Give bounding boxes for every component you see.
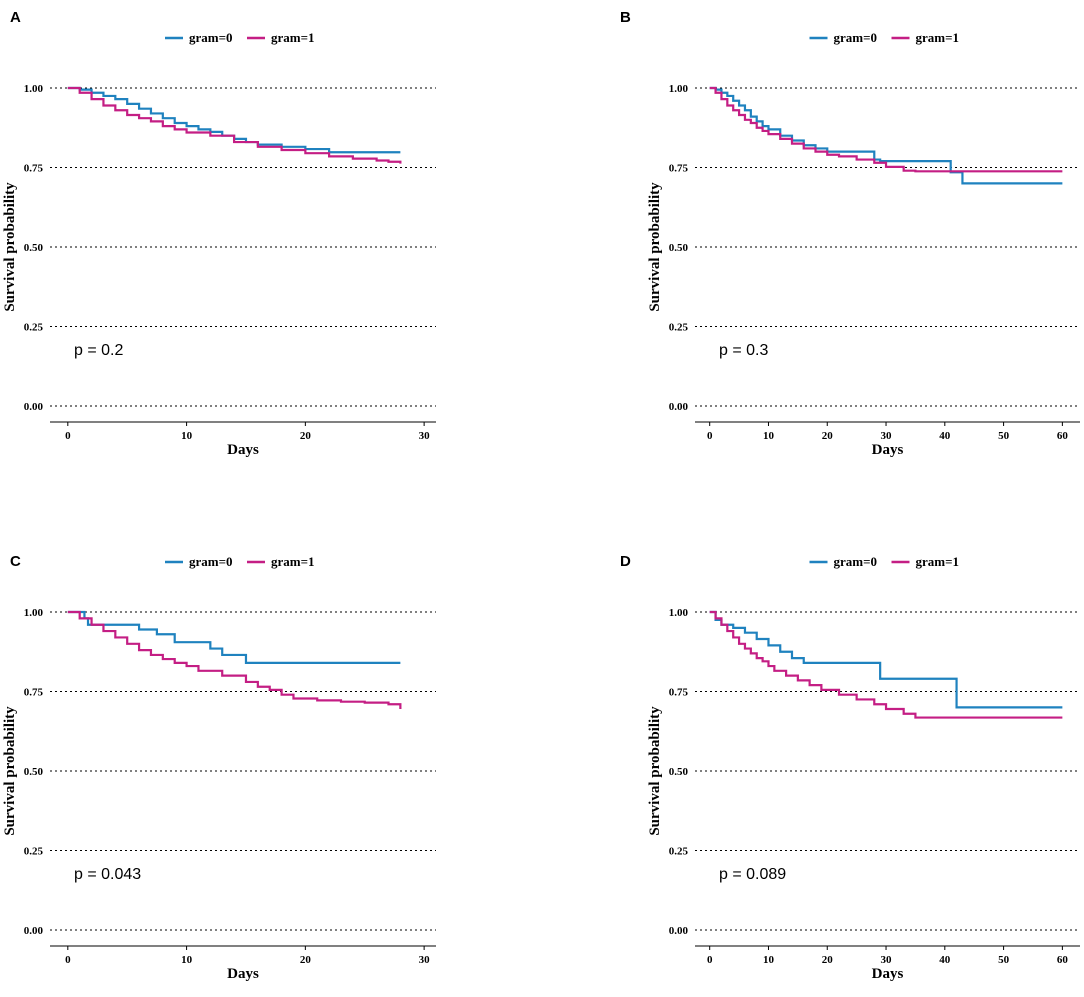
p-value: p = 0.089 bbox=[719, 866, 786, 883]
x-tick-label: 10 bbox=[763, 954, 775, 966]
legend-label: gram=0 bbox=[834, 554, 878, 569]
series-gram=1 bbox=[709, 86, 1063, 173]
y-tick-label: 0.75 bbox=[24, 687, 44, 699]
y-tick-label: 0.25 bbox=[24, 846, 44, 858]
series-gram=1 bbox=[709, 610, 1063, 719]
x-tick-label: 0 bbox=[65, 430, 71, 442]
y-tick-label: 0.00 bbox=[669, 925, 689, 937]
x-tick-label: 20 bbox=[822, 954, 834, 966]
y-tick-label: 1.00 bbox=[669, 607, 689, 619]
y-tick-label: 0.25 bbox=[669, 322, 689, 334]
y-tick-label: 0.50 bbox=[669, 242, 689, 254]
x-tick-label: 40 bbox=[939, 430, 951, 442]
y-tick-label: 0.50 bbox=[24, 242, 44, 254]
y-tick-label: 0.00 bbox=[669, 401, 689, 413]
legend-label: gram=0 bbox=[189, 30, 233, 45]
panel-label: B bbox=[620, 9, 631, 26]
x-tick-label: 60 bbox=[1057, 954, 1069, 966]
legend-label: gram=1 bbox=[271, 30, 315, 45]
legend: gram=0 gram=1 bbox=[809, 554, 960, 569]
y-tick-label: 0.00 bbox=[24, 925, 44, 937]
x-tick-label: 0 bbox=[65, 954, 71, 966]
panel-label: A bbox=[10, 9, 21, 26]
x-tick-label: 10 bbox=[181, 430, 193, 442]
y-tick-label: 1.00 bbox=[24, 607, 44, 619]
legend-label: gram=1 bbox=[916, 554, 960, 569]
p-value: p = 0.043 bbox=[74, 866, 141, 883]
legend: gram=0 gram=1 bbox=[809, 30, 960, 45]
x-axis-title: Days bbox=[227, 442, 259, 458]
y-axis-title: Survival probability bbox=[2, 706, 18, 836]
x-tick-label: 40 bbox=[939, 954, 951, 966]
x-tick-label: 10 bbox=[763, 430, 775, 442]
legend-label: gram=0 bbox=[834, 30, 878, 45]
y-axis-title: Survival probability bbox=[647, 706, 663, 836]
x-tick-label: 50 bbox=[998, 954, 1010, 966]
y-tick-label: 0.25 bbox=[669, 846, 689, 858]
x-tick-label: 20 bbox=[822, 430, 834, 442]
x-tick-label: 0 bbox=[707, 954, 713, 966]
p-value: p = 0.2 bbox=[74, 342, 123, 359]
x-axis-title: Days bbox=[872, 442, 904, 458]
y-tick-label: 0.75 bbox=[669, 687, 689, 699]
y-tick-label: 0.50 bbox=[24, 766, 44, 778]
y-tick-label: 0.75 bbox=[24, 163, 44, 175]
x-tick-label: 0 bbox=[707, 430, 713, 442]
y-tick-label: 0.25 bbox=[24, 322, 44, 334]
legend: gram=0 gram=1 bbox=[165, 30, 315, 45]
x-tick-label: 30 bbox=[419, 430, 431, 442]
series-gram=0 bbox=[67, 86, 401, 154]
panel-label: D bbox=[620, 553, 631, 570]
y-axis-title: Survival probability bbox=[647, 182, 663, 312]
x-axis-title: Days bbox=[872, 966, 904, 982]
legend-label: gram=1 bbox=[916, 30, 960, 45]
legend-label: gram=1 bbox=[271, 554, 315, 569]
x-tick-label: 20 bbox=[300, 954, 312, 966]
series-gram=1 bbox=[67, 86, 402, 164]
x-tick-label: 50 bbox=[998, 430, 1010, 442]
x-tick-label: 60 bbox=[1057, 430, 1069, 442]
x-tick-label: 30 bbox=[881, 954, 893, 966]
x-tick-label: 10 bbox=[181, 954, 193, 966]
panel-label: C bbox=[10, 553, 21, 570]
x-tick-label: 30 bbox=[419, 954, 431, 966]
x-tick-label: 30 bbox=[881, 430, 893, 442]
legend-label: gram=0 bbox=[189, 554, 233, 569]
x-tick-label: 20 bbox=[300, 430, 312, 442]
p-value: p = 0.3 bbox=[719, 342, 768, 359]
y-tick-label: 1.00 bbox=[669, 83, 689, 95]
y-tick-label: 0.00 bbox=[24, 401, 44, 413]
y-axis-title: Survival probability bbox=[2, 182, 18, 312]
y-tick-label: 0.75 bbox=[669, 163, 689, 175]
x-axis-title: Days bbox=[227, 966, 259, 982]
y-tick-label: 0.50 bbox=[669, 766, 689, 778]
series-gram=1 bbox=[67, 610, 402, 709]
series-gram=0 bbox=[709, 86, 1063, 185]
y-tick-label: 1.00 bbox=[24, 83, 44, 95]
legend: gram=0 gram=1 bbox=[165, 554, 315, 569]
